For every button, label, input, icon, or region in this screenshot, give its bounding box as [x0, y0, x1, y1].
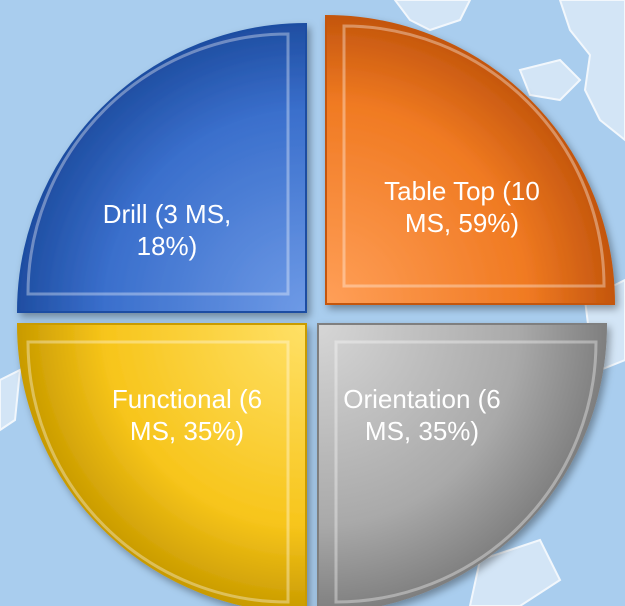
- slice-label-table-top-line-2: MS, 59%): [405, 208, 519, 238]
- pie-slice-table-top: [325, 14, 616, 305]
- slice-label-table-top-line-1: Table Top (10: [384, 176, 540, 206]
- pie-slice-orientation: [317, 323, 608, 606]
- slice-label-functional-line-1: Functional (6: [112, 384, 262, 414]
- land-shape-5: [468, 538, 562, 606]
- slice-label-orientation-line-2: MS, 35%): [365, 416, 479, 446]
- land-shape-2: [518, 58, 582, 102]
- slice-bevel-1: [342, 24, 606, 288]
- pie-slice-functional: [16, 323, 307, 606]
- land-shape-0: [393, 0, 472, 32]
- land-shape-1: [558, 0, 625, 142]
- slice-label-functional-line-2: MS, 35%): [130, 416, 244, 446]
- slice-label-drill-line-1: Drill (3 MS,: [103, 199, 232, 229]
- land-shape-4: [0, 368, 22, 432]
- pie-slice-drill: [16, 22, 307, 313]
- slice-label-drill-line-2: 18%): [137, 231, 198, 261]
- slice-label-orientation-line-1: Orientation (6: [343, 384, 501, 414]
- pie-slices: [16, 14, 616, 606]
- slice-bevel-0: [26, 32, 290, 296]
- slice-bevel-2: [334, 340, 598, 604]
- slice-bevel-3: [26, 340, 290, 604]
